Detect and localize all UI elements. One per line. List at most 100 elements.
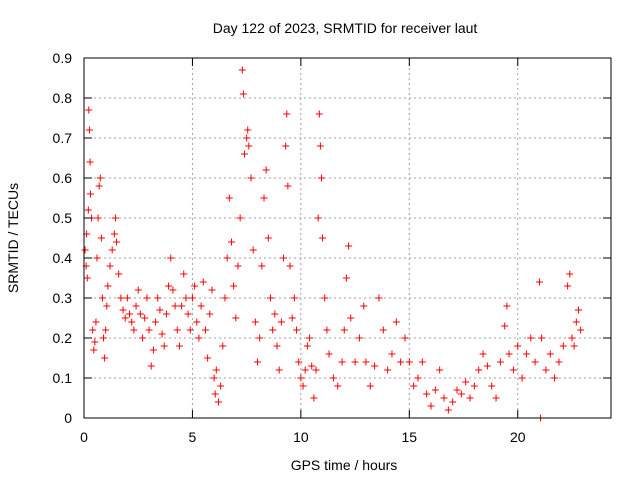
x-tick-label: 5 — [189, 429, 197, 445]
data-point — [86, 158, 94, 166]
data-point — [223, 254, 231, 262]
data-point — [158, 330, 166, 338]
data-point — [501, 322, 509, 330]
data-point — [247, 174, 255, 182]
data-point — [479, 350, 487, 358]
y-tick-label: 0.4 — [53, 250, 73, 266]
data-point — [418, 358, 426, 366]
data-point — [299, 382, 307, 390]
data-point — [87, 190, 95, 198]
data-point — [342, 274, 350, 282]
y-tick-label: 0.1 — [53, 370, 73, 386]
data-point — [264, 234, 272, 242]
data-point — [199, 278, 207, 286]
data-point — [106, 262, 114, 270]
data-point — [267, 294, 275, 302]
data-point — [92, 318, 100, 326]
data-point — [136, 310, 144, 318]
data-point — [111, 214, 119, 222]
data-point — [169, 286, 177, 294]
data-point — [466, 394, 474, 402]
y-tick-label: 0.2 — [53, 330, 73, 346]
data-point — [559, 342, 567, 350]
data-point — [178, 302, 186, 310]
data-point — [171, 302, 179, 310]
data-point — [509, 366, 517, 374]
data-point — [97, 234, 105, 242]
data-point — [572, 318, 580, 326]
y-axis-ticks: 0 0.1 0.2 0.3 0.4 0.5 0.6 0.7 0.8 0.9 — [53, 50, 611, 426]
data-point — [186, 326, 194, 334]
data-point — [175, 342, 183, 350]
data-point — [317, 174, 325, 182]
data-point — [81, 246, 89, 254]
data-point — [316, 142, 324, 150]
data-point — [470, 382, 478, 390]
data-point — [546, 350, 554, 358]
data-point — [308, 362, 316, 370]
x-axis-ticks: 0 5 10 15 20 — [80, 58, 526, 445]
data-point — [119, 306, 127, 314]
data-point — [201, 326, 209, 334]
data-point — [449, 398, 457, 406]
data-point — [217, 382, 225, 390]
data-point — [96, 174, 104, 182]
data-point — [475, 366, 483, 374]
data-point — [462, 378, 470, 386]
data-point — [143, 294, 151, 302]
data-point — [89, 326, 97, 334]
data-point — [100, 334, 108, 342]
data-point — [319, 234, 327, 242]
data-point — [212, 366, 220, 374]
data-point — [234, 262, 242, 270]
data-point — [197, 302, 205, 310]
data-point — [522, 350, 530, 358]
data-point — [362, 358, 370, 366]
data-point — [551, 374, 559, 382]
data-point — [258, 262, 266, 270]
data-point — [253, 358, 261, 366]
data-point — [269, 326, 277, 334]
data-point — [249, 246, 257, 254]
data-point — [132, 302, 140, 310]
x-axis-label: GPS time / hours — [291, 457, 398, 473]
data-point — [240, 150, 248, 158]
data-point — [117, 294, 125, 302]
data-point — [145, 326, 153, 334]
data-point — [401, 334, 409, 342]
data-point — [230, 282, 238, 290]
data-point — [427, 402, 435, 410]
data-point — [384, 366, 392, 374]
data-point — [371, 362, 379, 370]
data-point — [103, 302, 111, 310]
data-point — [104, 282, 112, 290]
data-point — [301, 366, 309, 374]
data-point — [410, 382, 418, 390]
data-point — [329, 374, 337, 382]
data-point — [503, 302, 511, 310]
data-point — [275, 366, 283, 374]
data-point — [149, 346, 157, 354]
data-point — [239, 90, 247, 98]
data-point — [162, 310, 170, 318]
data-point — [98, 294, 106, 302]
data-point — [182, 294, 190, 302]
data-point — [204, 354, 212, 362]
data-point — [488, 382, 496, 390]
data-point — [180, 270, 188, 278]
y-axis-label: SRMTID / TECUs — [5, 183, 21, 293]
data-point — [414, 374, 422, 382]
data-point — [570, 342, 578, 350]
data-point — [84, 206, 92, 214]
data-point — [312, 366, 320, 374]
data-point — [355, 334, 363, 342]
data-point — [243, 134, 251, 142]
data-point — [191, 282, 199, 290]
x-tick-label: 15 — [402, 429, 418, 445]
data-point — [195, 334, 203, 342]
data-point — [295, 358, 303, 366]
data-point — [290, 294, 298, 302]
y-tick-label: 0.7 — [53, 130, 73, 146]
data-point — [457, 390, 465, 398]
